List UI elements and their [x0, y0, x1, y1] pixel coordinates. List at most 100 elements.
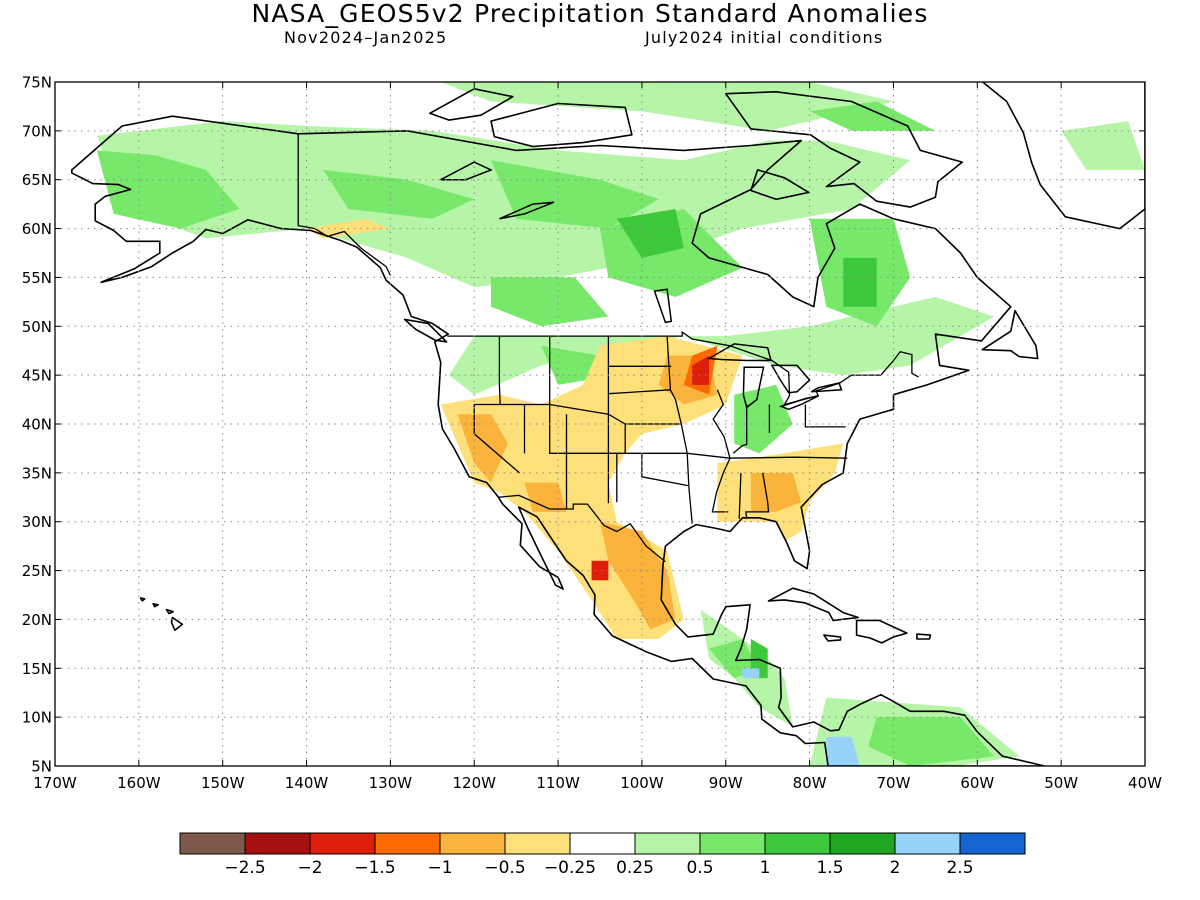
colorbar-swatch: [374, 832, 441, 855]
map-area: [54, 81, 1146, 767]
anomaly-region-green-dark: [843, 257, 877, 307]
state-line-12: [738, 472, 742, 519]
north-america-coastline: [71, 115, 1046, 766]
colorbar-label: 1: [760, 858, 771, 878]
lat-label: 40N: [22, 416, 52, 434]
lon-label: 150W: [201, 774, 245, 792]
forecast-period: Nov2024–Jan2025: [284, 28, 448, 47]
anomaly-region-orange: [524, 482, 567, 512]
anomaly-region-green: [323, 169, 475, 219]
state-line-13: [745, 472, 770, 519]
colorbar-swatch: [504, 832, 571, 855]
us-mexico-border: [498, 494, 666, 563]
lon-label: 100W: [620, 774, 664, 792]
map-frame: [54, 81, 1146, 767]
hawaii-oahu-coastline: [152, 602, 159, 608]
colorbar-label: 1.5: [816, 858, 843, 878]
lat-label: 10N: [22, 709, 52, 727]
jamaica-coastline: [823, 634, 842, 642]
colorbar-label: −1.5: [354, 858, 395, 878]
anomaly-region-orange: [750, 472, 802, 512]
lat-label: 15N: [22, 660, 52, 678]
lat-label: 50N: [22, 318, 52, 336]
anomaly-region-green: [491, 160, 659, 229]
lon-label: 130W: [369, 774, 413, 792]
greenland-coastline: [981, 82, 1145, 230]
southampton-island-coastline: [750, 169, 810, 201]
colorbar-label: −1: [427, 858, 452, 878]
anomaly-region-orange-light: [440, 336, 743, 639]
anomaly-region-green: [734, 384, 793, 454]
anomaly-region-orange: [457, 414, 508, 483]
hawaii-kauai-coastline: [139, 597, 146, 602]
anomaly-region-green-light: [449, 297, 995, 395]
colorbar-swatch: [829, 832, 896, 855]
lat-label: 45N: [22, 367, 52, 385]
colorbar-label: −2: [297, 858, 322, 878]
us-canada-border: [447, 330, 919, 406]
anomaly-region-green-light: [96, 121, 911, 288]
colorbar-swatch: [959, 832, 1026, 855]
colorbar-swatch: [439, 832, 506, 855]
lat-label: 30N: [22, 513, 52, 531]
colorbar-label: 2: [890, 858, 901, 878]
colorbar-swatch: [634, 832, 701, 855]
colorbar-swatch: [699, 832, 766, 855]
vancouver-island-coastline: [403, 318, 448, 343]
great-bear-lake: [440, 161, 493, 181]
lon-label: 90W: [709, 774, 743, 792]
state-line-20: [641, 453, 689, 487]
lat-label: 55N: [22, 269, 52, 287]
hawaii-big-island-coastline: [170, 616, 184, 632]
latitude-labels: 75N 70N 65N 60N 55N 50N 45N 40N 35N 30N 25N 20N 15N 1…: [22, 74, 52, 776]
colorbar-label: 0.5: [686, 858, 713, 878]
alaska-canada-border: [297, 133, 391, 276]
lon-label: 140W: [285, 774, 329, 792]
lat-label: 20N: [22, 611, 52, 629]
lake-huron: [770, 364, 811, 394]
lon-label: 50W: [1044, 774, 1078, 792]
anomaly-layer: [96, 82, 1145, 766]
longitude-labels: 170W 160W 150W 140W 130W 120W 110W 100W 90W 80W 70…: [33, 774, 1162, 792]
lon-label: 110W: [536, 774, 580, 792]
chart-title: NASA_GEOS5v2 Precipitation Standard Anom…: [251, 0, 929, 28]
hispaniola-land: [856, 620, 907, 643]
anomaly-region-green-light: [1061, 121, 1145, 170]
hispaniola-coastline: [855, 619, 908, 644]
anomaly-region-green: [96, 150, 240, 229]
colorbar-swatch: [894, 832, 961, 855]
anomaly-region-blue-light: [742, 668, 760, 679]
vancouver-island-land: [404, 319, 447, 342]
anomaly-region-green-dark: [616, 209, 684, 258]
cuba-coastline: [767, 587, 860, 622]
newfoundland-coastline: [981, 309, 1039, 360]
colorbar-label: 0.25: [616, 858, 654, 878]
lon-label: 120W: [452, 774, 496, 792]
lon-label: 40W: [1128, 774, 1162, 792]
newfoundland-land: [982, 310, 1038, 359]
lake-winnipeg: [653, 288, 673, 324]
anomaly-region-blue-light: [826, 736, 860, 766]
colorbar-swatch: [244, 832, 311, 855]
lon-label: 70W: [877, 774, 911, 792]
anomaly-region-red: [591, 560, 609, 581]
lake-michigan: [742, 366, 765, 409]
lat-label: 60N: [22, 220, 52, 238]
lon-label: 170W: [33, 774, 77, 792]
victoria-island-land: [491, 103, 632, 147]
hawaii-maui-coastline: [165, 608, 174, 615]
greenland-land: [982, 82, 1145, 229]
lat-label: 25N: [22, 562, 52, 580]
colorbar-swatch: [764, 832, 831, 855]
baffin-coastline: [724, 91, 964, 208]
puerto-rico-coastline: [916, 633, 932, 640]
lat-label: 65N: [22, 171, 52, 189]
colorbar-swatch: [179, 832, 246, 855]
lon-label: 80W: [793, 774, 827, 792]
state-line-14: [732, 404, 748, 454]
state-line-11: [711, 389, 731, 513]
initial-conditions: July2024 initial conditions: [645, 28, 884, 47]
lat-label: 75N: [22, 74, 52, 92]
colorbar-label: −0.5: [484, 858, 525, 878]
